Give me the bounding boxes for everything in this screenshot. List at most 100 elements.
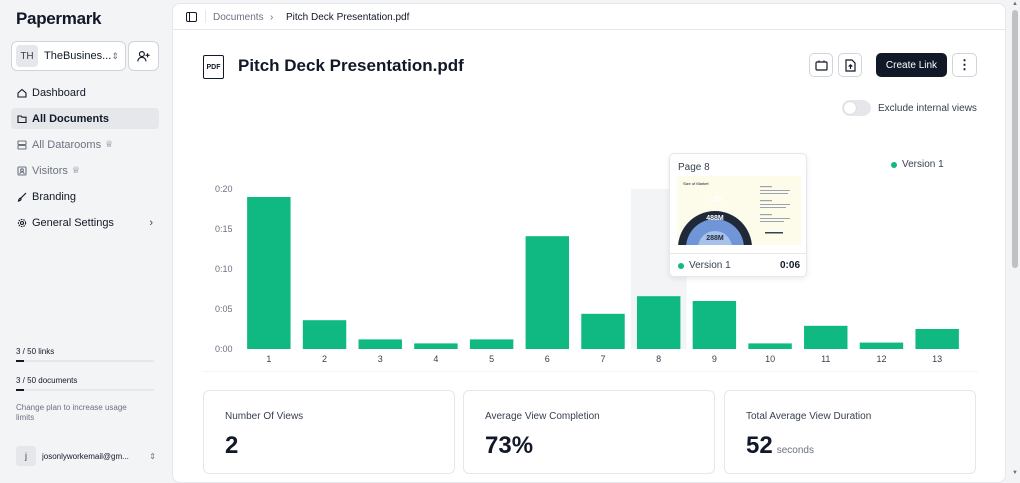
- stat-number: 2: [225, 432, 239, 459]
- create-link-button[interactable]: Create Link: [876, 53, 947, 77]
- page-title: Pitch Deck Presentation.pdf: [238, 56, 464, 75]
- toggle-knob: [844, 102, 856, 114]
- x-tick-label: 1: [266, 354, 271, 364]
- sidebar-item-branding[interactable]: Branding: [11, 186, 159, 207]
- sidebar-item-all-datarooms[interactable]: All Datarooms ♕: [11, 134, 159, 155]
- bar-page-2[interactable]: [302, 320, 347, 349]
- breadcrumb-documents[interactable]: Documents: [213, 12, 264, 23]
- sidebar-item-dashboard[interactable]: Dashboard: [11, 82, 159, 103]
- scrollbar-thumb[interactable]: [1012, 10, 1018, 268]
- scroll-down-icon[interactable]: ▼: [1012, 470, 1018, 476]
- x-tick-label: 11: [821, 354, 830, 364]
- gear-icon: [17, 218, 27, 228]
- crown-icon: ♕: [71, 165, 80, 175]
- x-tick-label: 12: [876, 354, 886, 364]
- rotate-icon: [814, 60, 828, 71]
- sidebar-item-all-documents[interactable]: All Documents: [11, 108, 159, 129]
- x-tick-label: 4: [433, 354, 438, 364]
- breadcrumb-current: Pitch Deck Presentation.pdf: [286, 12, 410, 23]
- tooltip-series-dot: [678, 263, 684, 269]
- sidebar-item-label: All Datarooms: [32, 138, 102, 151]
- top-bar: Documents › Pitch Deck Presentation.pdf: [173, 4, 1005, 30]
- y-tick-label: 0:00: [215, 344, 233, 354]
- stat-number: 52: [746, 432, 773, 459]
- sidebar-nav: Dashboard All Documents All Datarooms ♕ …: [11, 82, 159, 238]
- bar-page-10[interactable]: [748, 343, 792, 349]
- team-name: TheBusines...: [44, 50, 112, 62]
- stat-label: Total Average View Duration: [746, 411, 872, 422]
- user-email: josonlyworkemail@gm...: [42, 451, 129, 461]
- page-scrollbar[interactable]: ▲ ▼: [1010, 0, 1020, 480]
- sidebar: Papermark TH TheBusines... ⇕ Dashboard A…: [0, 0, 172, 480]
- y-tick-label: 0:20: [215, 184, 233, 194]
- links-usage-label: 3 / 50 links: [16, 347, 55, 356]
- more-vertical-icon: ⋮: [958, 57, 971, 72]
- bar-page-7[interactable]: [581, 313, 625, 349]
- bar-page-13[interactable]: [915, 329, 959, 349]
- x-tick-label: 13: [932, 354, 942, 364]
- stat-label: Number Of Views: [225, 411, 304, 422]
- links-usage-fill: [16, 360, 25, 362]
- x-tick-label: 6: [545, 354, 550, 364]
- sidebar-item-visitors[interactable]: Visitors ♕: [11, 160, 159, 181]
- legend-dot: [891, 161, 897, 168]
- y-tick-label: 0:10: [215, 264, 233, 274]
- user-menu[interactable]: j josonlyworkemail@gm... ⇕: [16, 445, 156, 467]
- add-user-button[interactable]: [128, 41, 159, 71]
- x-tick-label: 9: [712, 354, 717, 364]
- tooltip-footer: Version 1 0:06: [670, 253, 806, 277]
- scroll-up-icon[interactable]: ▲: [1012, 1, 1018, 7]
- thumb-value-2: 488M: [706, 215, 724, 222]
- bar-page-9[interactable]: [692, 301, 737, 349]
- chevron-right-icon: ›: [149, 216, 153, 229]
- bar-page-8[interactable]: [636, 296, 681, 349]
- sidebar-toggle-icon[interactable]: [186, 12, 197, 22]
- documents-usage-label: 3 / 50 documents: [16, 376, 78, 385]
- stat-unit: seconds: [776, 445, 814, 456]
- bar-page-5[interactable]: [469, 339, 514, 349]
- team-avatar: TH: [16, 45, 38, 67]
- thumb-value-3: 288M: [706, 235, 724, 242]
- bar-page-1[interactable]: [247, 197, 291, 349]
- bar-page-11[interactable]: [804, 325, 848, 349]
- toggle-orientation-button[interactable]: [809, 53, 833, 77]
- stat-card-completion: Average View Completion 73%: [463, 390, 715, 474]
- plan-upgrade-text[interactable]: Change plan to increase usage limits: [16, 403, 127, 422]
- page-duration-chart: 0:00 0:05 0:10 0:15 0:20 1 2 3 4 5 6 7 8 9 10 11 12 13: [203, 136, 978, 372]
- app-logo[interactable]: Papermark: [16, 9, 102, 28]
- crown-icon: ♕: [105, 139, 114, 149]
- stat-card-views: Number Of Views 2: [203, 390, 455, 474]
- documents-usage-fill: [16, 389, 25, 391]
- sidebar-item-label: Visitors: [32, 164, 68, 177]
- more-options-button[interactable]: ⋮: [952, 53, 977, 77]
- bar-page-3[interactable]: [358, 339, 402, 349]
- file-upload-icon: [844, 58, 856, 72]
- stat-label: Average View Completion: [485, 411, 600, 422]
- bar-page-12[interactable]: [859, 342, 904, 349]
- stat-value: 52 seconds: [746, 432, 814, 460]
- sidebar-item-label: Dashboard: [32, 86, 86, 99]
- tooltip-series-label: Version 1: [689, 260, 731, 271]
- exclude-internal-views-toggle[interactable]: [842, 100, 871, 116]
- chevron-right-icon: ›: [270, 12, 274, 23]
- avatar: j: [16, 446, 36, 466]
- user-plus-icon: [137, 50, 150, 61]
- exclude-internal-views-label: Exclude internal views: [878, 103, 977, 114]
- chart-tooltip: Page 8 Size of Market 1.8B 488M 288M: [669, 153, 807, 277]
- tooltip-value: 0:06: [779, 260, 800, 271]
- stat-value: 2: [225, 432, 238, 460]
- bar-page-4[interactable]: [414, 343, 458, 349]
- chevrons-up-down-icon: ⇕: [111, 50, 119, 61]
- team-switcher[interactable]: TH TheBusines... ⇕: [11, 41, 126, 71]
- stat-number: 73%: [485, 432, 534, 459]
- thumb-value-1: 1.8B: [708, 196, 723, 203]
- sidebar-item-general-settings[interactable]: General Settings ›: [11, 212, 159, 233]
- sidebar-item-label: All Documents: [32, 112, 110, 125]
- x-tick-label: 5: [489, 354, 494, 364]
- chart-legend: Version 1: [891, 159, 944, 170]
- upload-new-version-button[interactable]: [838, 53, 862, 77]
- x-tick-label: 2: [322, 354, 327, 364]
- tooltip-title: Page 8: [678, 162, 710, 173]
- bar-page-6[interactable]: [525, 236, 570, 349]
- thumb-heading: Size of Market: [683, 181, 709, 186]
